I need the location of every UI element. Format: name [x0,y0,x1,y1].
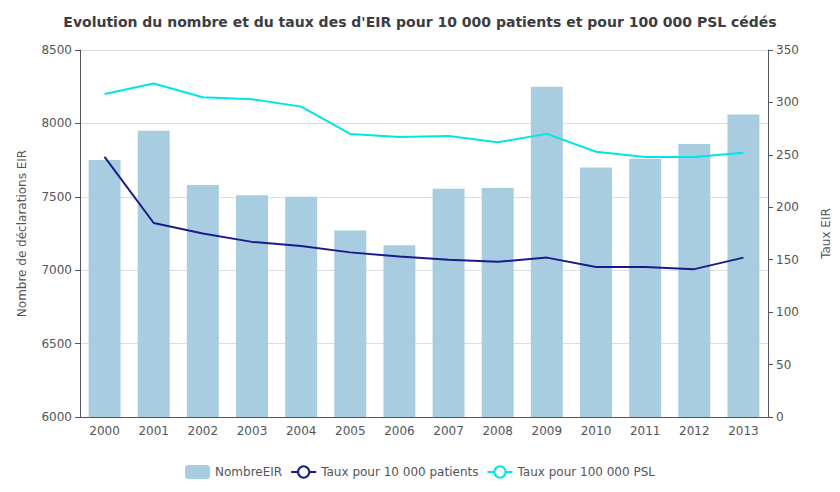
svg-text:2002: 2002 [188,424,219,438]
svg-text:300: 300 [776,95,799,109]
svg-text:6500: 6500 [41,337,72,351]
svg-text:2004: 2004 [286,424,317,438]
svg-text:50: 50 [776,358,791,372]
svg-text:2013: 2013 [728,424,759,438]
svg-text:2007: 2007 [433,424,464,438]
svg-text:Taux pour 100 000 PSL: Taux pour 100 000 PSL [516,465,655,479]
svg-text:8000: 8000 [41,116,72,130]
svg-text:Evolution du nombre et du taux: Evolution du nombre et du taux des d'EIR… [63,14,776,30]
svg-text:2009: 2009 [532,424,563,438]
svg-text:2010: 2010 [581,424,612,438]
svg-text:0: 0 [776,410,784,424]
svg-text:Nombre de déclarations EIR: Nombre de déclarations EIR [15,150,29,317]
svg-text:100: 100 [776,305,799,319]
svg-text:2005: 2005 [335,424,366,438]
svg-text:2001: 2001 [138,424,169,438]
svg-text:7000: 7000 [41,263,72,277]
svg-text:7500: 7500 [41,190,72,204]
svg-text:2006: 2006 [384,424,415,438]
svg-text:6000: 6000 [41,410,72,424]
svg-text:Taux pour 10 000 patients: Taux pour 10 000 patients [320,465,478,479]
svg-text:350: 350 [776,43,799,57]
svg-text:2000: 2000 [89,424,120,438]
svg-text:200: 200 [776,200,799,214]
svg-text:150: 150 [776,253,799,267]
svg-text:8500: 8500 [41,43,72,57]
svg-text:Taux EIR: Taux EIR [819,208,833,260]
svg-text:2012: 2012 [679,424,710,438]
svg-text:2011: 2011 [630,424,661,438]
svg-text:2008: 2008 [482,424,513,438]
svg-text:NombreEIR: NombreEIR [215,465,282,479]
svg-text:250: 250 [776,148,799,162]
svg-text:2003: 2003 [237,424,268,438]
